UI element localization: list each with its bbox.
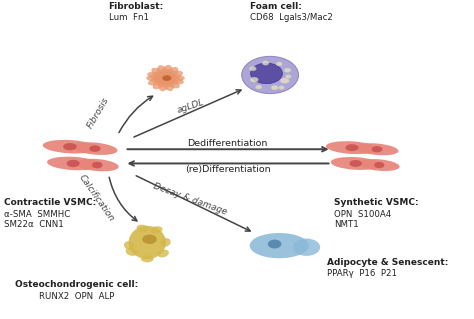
Text: Contractile VSMC:: Contractile VSMC:: [4, 197, 96, 206]
Text: Adipocyte & Senescent:: Adipocyte & Senescent:: [327, 258, 448, 267]
Ellipse shape: [73, 142, 118, 155]
Text: (re)Differentiation: (re)Differentiation: [185, 165, 271, 174]
Ellipse shape: [250, 233, 309, 258]
Text: Dedifferentiation: Dedifferentiation: [188, 139, 268, 148]
Ellipse shape: [66, 160, 80, 167]
Ellipse shape: [141, 256, 154, 262]
Text: PPARγ  P16  P21: PPARγ P16 P21: [327, 269, 397, 278]
Ellipse shape: [157, 65, 174, 91]
Ellipse shape: [268, 240, 282, 249]
Ellipse shape: [162, 75, 172, 81]
Ellipse shape: [43, 140, 97, 153]
Ellipse shape: [155, 72, 176, 84]
Ellipse shape: [374, 162, 384, 168]
Ellipse shape: [293, 239, 320, 256]
Ellipse shape: [331, 157, 381, 170]
Text: Decay & damage: Decay & damage: [153, 181, 228, 216]
Text: OPN  S100A4: OPN S100A4: [334, 210, 391, 219]
Ellipse shape: [142, 234, 157, 244]
Text: Lum  Fn1: Lum Fn1: [109, 13, 149, 22]
Ellipse shape: [126, 248, 137, 256]
Ellipse shape: [251, 63, 283, 84]
Text: Fibrosis: Fibrosis: [86, 96, 111, 130]
Ellipse shape: [160, 238, 171, 247]
Ellipse shape: [262, 61, 269, 65]
Text: Fibroblast:: Fibroblast:: [109, 2, 164, 11]
Text: RUNX2  OPN  ALP: RUNX2 OPN ALP: [39, 292, 114, 301]
Ellipse shape: [153, 67, 178, 89]
Ellipse shape: [151, 68, 180, 88]
Ellipse shape: [158, 65, 173, 91]
Ellipse shape: [63, 143, 77, 150]
Ellipse shape: [148, 71, 183, 85]
Ellipse shape: [372, 146, 383, 152]
Ellipse shape: [356, 143, 399, 155]
Text: Synthetic VSMC:: Synthetic VSMC:: [334, 197, 419, 206]
Text: α-SMA  SMMHC: α-SMA SMMHC: [4, 210, 70, 219]
Ellipse shape: [276, 62, 283, 66]
Ellipse shape: [89, 145, 100, 152]
Text: Foam cell:: Foam cell:: [250, 2, 301, 11]
Ellipse shape: [146, 73, 185, 83]
Ellipse shape: [349, 160, 362, 167]
Ellipse shape: [285, 75, 291, 78]
Ellipse shape: [47, 157, 99, 170]
Ellipse shape: [92, 162, 103, 168]
Text: CD68  Lgals3/Mac2: CD68 Lgals3/Mac2: [250, 13, 333, 22]
Ellipse shape: [359, 159, 400, 171]
Text: SM22α  CNN1: SM22α CNN1: [4, 220, 64, 229]
Ellipse shape: [346, 144, 358, 151]
Ellipse shape: [128, 226, 166, 259]
Ellipse shape: [147, 72, 184, 85]
Ellipse shape: [249, 66, 256, 71]
Text: agLDL: agLDL: [176, 98, 205, 115]
Ellipse shape: [255, 85, 262, 89]
Ellipse shape: [271, 85, 278, 90]
Ellipse shape: [279, 86, 284, 90]
Text: NMT1: NMT1: [334, 220, 358, 229]
Ellipse shape: [242, 56, 299, 93]
Text: Osteochondrogenic cell:: Osteochondrogenic cell:: [15, 280, 138, 289]
Ellipse shape: [150, 226, 163, 234]
Ellipse shape: [284, 68, 291, 72]
Ellipse shape: [124, 241, 134, 250]
Ellipse shape: [326, 141, 378, 154]
Ellipse shape: [76, 159, 118, 171]
Ellipse shape: [250, 77, 258, 82]
Ellipse shape: [137, 225, 149, 232]
Ellipse shape: [280, 78, 289, 84]
Text: Calcification: Calcification: [77, 173, 116, 223]
Ellipse shape: [157, 249, 169, 257]
